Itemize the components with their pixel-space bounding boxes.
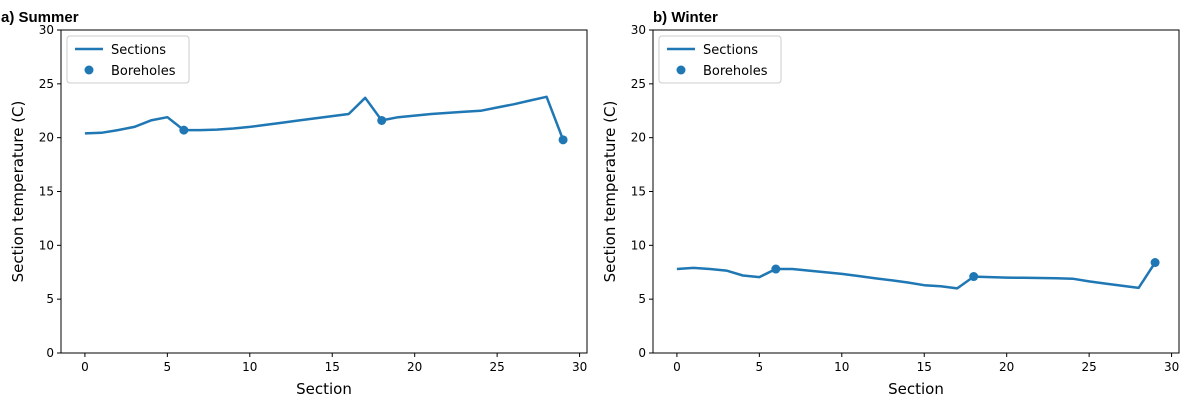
y-tick-label: 30: [631, 23, 646, 37]
x-tick-label: 30: [1164, 360, 1179, 374]
x-tick-label: 25: [489, 360, 504, 374]
x-tick-label: 5: [164, 360, 172, 374]
legend: Sections Boreholes: [658, 35, 782, 84]
y-axis-label: Section temperature (C): [601, 101, 619, 283]
legend-label-sections: Sections: [111, 43, 166, 58]
y-tick-label: 20: [631, 131, 646, 145]
x-tick-label: 0: [81, 360, 89, 374]
x-tick-label: 10: [242, 360, 257, 374]
y-tick-label: 0: [638, 346, 646, 360]
borehole-point: [179, 125, 189, 135]
y-tick-label: 20: [39, 131, 54, 145]
y-tick-label: 25: [631, 77, 646, 91]
legend-label-sections: Sections: [703, 43, 758, 58]
y-tick-label: 25: [39, 77, 54, 91]
y-tick-label: 15: [39, 185, 54, 199]
y-tick-label: 30: [39, 23, 54, 37]
x-tick-label: 25: [1081, 360, 1096, 374]
x-tick-label: 5: [756, 360, 764, 374]
x-tick-label: 15: [917, 360, 932, 374]
legend-point-marker: [84, 65, 94, 75]
y-tick-label: 10: [39, 238, 54, 252]
borehole-point: [1150, 258, 1160, 268]
borehole-point: [377, 115, 387, 125]
x-tick-label: 10: [834, 360, 849, 374]
y-axis-label: Section temperature (C): [9, 101, 27, 283]
chart-title: b) Winter: [653, 9, 718, 26]
y-tick-label: 5: [638, 292, 646, 306]
x-axis-label: Section: [296, 380, 352, 398]
y-tick-label: 15: [631, 185, 646, 199]
x-tick-label: 0: [673, 360, 681, 374]
series-line-sections: [84, 95, 565, 141]
borehole-point: [969, 272, 979, 282]
y-tick-label: 10: [631, 238, 646, 252]
legend: Sections Boreholes: [66, 35, 190, 84]
chart-summer: a) Summer 0 5 10 15 20 25 30 0 5 10 15 20 25 30 Section…: [1, 9, 588, 398]
x-tick-label: 30: [572, 360, 587, 374]
series-line-sections: [676, 261, 1157, 290]
x-tick-label: 15: [325, 360, 340, 374]
chart-winter: b) Winter 0 5 10 15 20 25 30 0 5 10 15 20 25 30 Section…: [601, 9, 1180, 398]
y-tick-label: 0: [46, 346, 54, 360]
chart-title: a) Summer: [1, 9, 79, 26]
y-tick-label: 5: [46, 292, 54, 306]
legend-label-boreholes: Boreholes: [703, 64, 768, 79]
legend-label-boreholes: Boreholes: [111, 64, 176, 79]
legend-point-marker: [676, 65, 686, 75]
borehole-point: [558, 135, 568, 145]
x-tick-label: 20: [999, 360, 1014, 374]
borehole-point: [771, 264, 781, 274]
x-axis-label: Section: [888, 380, 944, 398]
x-tick-label: 20: [407, 360, 422, 374]
